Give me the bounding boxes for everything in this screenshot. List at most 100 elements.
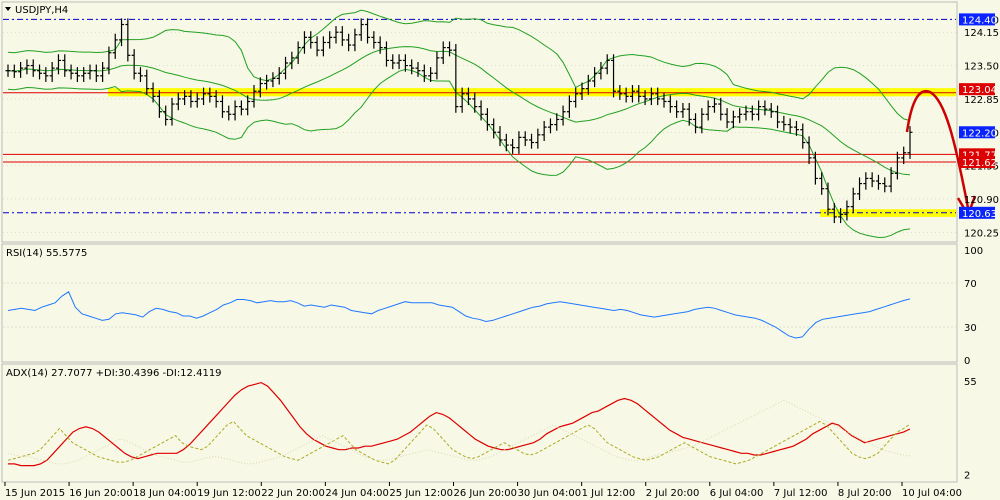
price-tick-label: 120.90 <box>964 195 999 206</box>
price-tag-box <box>959 83 995 96</box>
adx-tick-label: 2 <box>964 470 970 481</box>
ohlc-bar <box>24 59 30 75</box>
rsi-lines <box>7 291 911 339</box>
ohlc-bar <box>579 82 585 100</box>
rsi-line <box>7 291 911 339</box>
ohlc-bar <box>226 105 232 121</box>
time-axis: 15 Jun 2015 16 Jun 20:00 18 Jun 04:00 19 Ju… <box>4 482 962 499</box>
ohlc-bar <box>768 103 774 118</box>
forecast-arrow-curve <box>905 89 970 209</box>
resistance-zone <box>108 88 956 97</box>
ohlc-bar <box>201 87 207 106</box>
ohlc-bar <box>365 18 371 44</box>
ohlc-bar <box>825 182 831 216</box>
price-panel[interactable] <box>1 1 958 243</box>
adx-tick-label: 55 <box>964 377 977 388</box>
ohlc-bar <box>232 100 238 121</box>
ohlc-bar <box>749 105 755 121</box>
adx-panel[interactable] <box>1 363 958 483</box>
ohlc-bar <box>257 77 263 98</box>
ohlc-bar <box>43 67 49 82</box>
ohlc-bar <box>800 123 806 149</box>
ohlc-bar <box>11 64 17 78</box>
ohlc-bar <box>182 90 188 106</box>
ohlc-bar <box>276 67 282 85</box>
ohlc-bar <box>131 49 137 80</box>
ohlc-bar <box>686 103 692 126</box>
rsi-panel[interactable] <box>1 243 958 363</box>
chart-title: USDJPY,H4 <box>15 5 68 16</box>
ohlc-bar <box>144 69 150 95</box>
ohlc-bar <box>510 138 516 154</box>
ohlc-bar <box>478 100 484 121</box>
ohlc-bar <box>169 97 175 126</box>
ohlc-bar <box>238 100 244 116</box>
ohlc-bar <box>844 200 850 221</box>
ohlc-bar <box>642 90 648 106</box>
time-tick-label: 25 Jun 12:00 <box>389 488 453 499</box>
ohlc-bar <box>314 36 320 57</box>
ohlc-bar <box>894 151 900 180</box>
bollinger-middle-band <box>7 46 911 176</box>
price-tick-label: 122.85 <box>964 95 999 106</box>
ohlc-bar <box>49 61 55 82</box>
ohlc-bar <box>535 128 541 149</box>
ohlc-bar <box>5 64 11 77</box>
ohlc-bar <box>598 61 604 80</box>
ohlc-bar <box>604 54 610 75</box>
ohlc-bar <box>18 61 24 78</box>
price-tag-box <box>959 206 995 219</box>
ohlc-bar <box>383 41 389 67</box>
ohlc-bar <box>491 118 497 139</box>
collapse-triangle-icon[interactable] <box>5 7 11 11</box>
rsi-title: RSI(14) 55.5775 <box>6 248 87 259</box>
ohlc-bar <box>554 113 560 131</box>
adx-title: ADX(14) 27.7077 +DI:30.4396 -DI:12.4119 <box>6 368 222 379</box>
ohlc-bar <box>295 41 301 65</box>
ohlc-bar <box>547 118 553 134</box>
ohlc-bar <box>213 90 219 108</box>
ohlc-bar <box>327 31 333 49</box>
ohlc-bar <box>245 95 251 116</box>
ohlc-bar <box>156 90 162 118</box>
ohlc-bar <box>497 126 503 147</box>
ohlc-bar <box>812 151 818 185</box>
ohlc-bar <box>655 87 661 106</box>
ohlc-bar <box>301 31 307 54</box>
ohlc-bar <box>137 67 143 82</box>
ohlc-bar <box>81 67 87 82</box>
ohlc-bar <box>37 64 43 80</box>
ohlc-bar <box>459 87 465 113</box>
ohlc-bar <box>74 67 80 82</box>
ohlc-bar <box>112 33 118 59</box>
rsi-tick-label: 30 <box>964 323 977 334</box>
bollinger-upper-band <box>7 9 911 122</box>
ohlc-bar <box>163 105 169 126</box>
ohlc-bar <box>516 131 522 154</box>
ohlc-bar <box>320 36 326 57</box>
ohlc-bar <box>62 54 68 77</box>
ohlc-bar <box>87 64 93 80</box>
price-tag-label: 122.20 <box>962 128 997 139</box>
ohlc-bar <box>831 203 837 224</box>
ohlc-bar <box>850 187 856 213</box>
ohlc-bar <box>636 85 642 103</box>
ohlc-bar <box>219 95 225 118</box>
ohlc-bar <box>440 41 446 65</box>
candles <box>5 18 913 224</box>
ohlc-bar <box>661 92 667 108</box>
ohlc-bar <box>447 41 453 57</box>
ohlc-bar <box>30 59 36 77</box>
ohlc-bar <box>333 26 339 44</box>
rsi-tick-label: 100 <box>964 246 983 257</box>
ohlc-bar <box>560 105 566 126</box>
ohlc-bar <box>522 131 528 147</box>
ohlc-bar <box>623 87 629 103</box>
ohlc-bar <box>465 87 471 106</box>
rsi-tick-label: 0 <box>964 356 970 367</box>
time-tick-label: 15 Jun 2015 <box>5 488 65 499</box>
di-minus-line <box>7 399 911 465</box>
ohlc-bar <box>724 108 730 129</box>
ohlc-bar <box>308 31 314 49</box>
